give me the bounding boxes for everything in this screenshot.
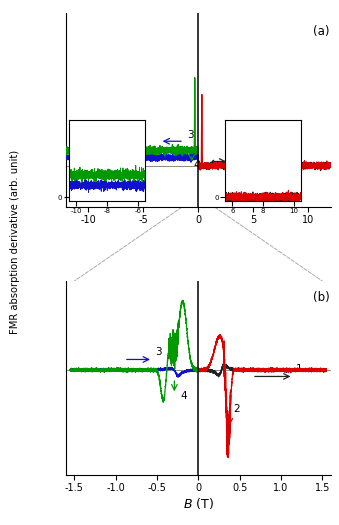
Text: 2: 2 [282, 136, 289, 146]
Text: (a): (a) [313, 25, 330, 38]
X-axis label: $B$ (T): $B$ (T) [183, 496, 214, 510]
Text: 1: 1 [296, 364, 302, 374]
Text: 4: 4 [193, 161, 200, 171]
Text: (b): (b) [313, 291, 330, 304]
Text: FMR absorption derivative (arb. unit): FMR absorption derivative (arb. unit) [10, 150, 20, 333]
Text: 1: 1 [234, 152, 240, 162]
Text: 2: 2 [233, 404, 240, 414]
Text: 3: 3 [155, 348, 162, 358]
Text: 3: 3 [187, 131, 194, 141]
Text: 4: 4 [180, 391, 187, 401]
